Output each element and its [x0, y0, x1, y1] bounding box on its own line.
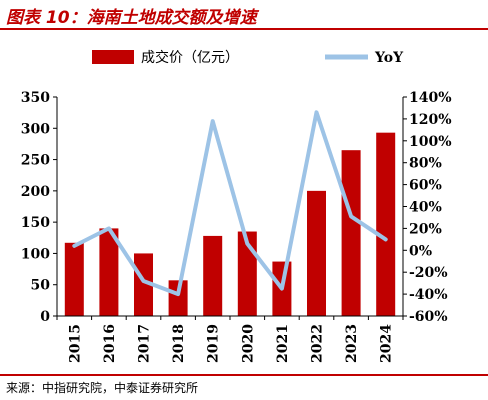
y-left-tick-label: 250 — [21, 153, 50, 169]
y-right-tick-label: 60% — [409, 178, 442, 194]
x-tick-label-2020: 2020 — [240, 324, 256, 363]
y-left-tick-label: 350 — [21, 90, 50, 106]
bar-2019 — [203, 235, 223, 316]
y-right-tick-label: 20% — [409, 221, 442, 237]
bar-2016 — [99, 228, 119, 316]
bar-2015 — [64, 242, 84, 316]
x-tick-label-2018: 2018 — [171, 324, 187, 363]
bar-2023 — [341, 150, 361, 316]
y-left-tick-label: 300 — [21, 121, 50, 137]
y-right-tick-label: 0% — [409, 243, 432, 259]
x-tick-label-2023: 2023 — [344, 324, 360, 363]
y-left-tick-label: 0 — [40, 309, 50, 325]
x-tick-label-2016: 2016 — [102, 324, 118, 363]
y-right-tick-label: -20% — [409, 265, 448, 281]
y-right-tick-label: 80% — [409, 156, 442, 172]
x-tick-label-2017: 2017 — [137, 324, 153, 363]
y-right-tick-label: 120% — [409, 112, 452, 128]
y-right-tick-label: -40% — [409, 287, 448, 303]
x-tick-label-2024: 2024 — [379, 324, 395, 363]
y-right-tick-label: 100% — [409, 134, 452, 150]
figure-title-bar: 图表 10：海南土地成交额及增速 — [0, 0, 488, 30]
bar-2018 — [168, 280, 188, 316]
x-tick-label-2015: 2015 — [67, 324, 83, 363]
y-right-tick-label: 140% — [409, 90, 452, 106]
chart: 成交价（亿元） YoY 0 50 100 150 200 250 300 350 -60% -40% -… — [21, 49, 452, 363]
legend-swatch-bars — [92, 50, 134, 64]
y-left-tick-label: 50 — [31, 278, 51, 294]
bar-2022 — [307, 190, 326, 316]
bar-2017 — [134, 253, 153, 316]
figure-title: 图表 10：海南土地成交额及增速 — [6, 8, 257, 28]
y-right-tick-label: 40% — [409, 200, 442, 216]
yoy-line — [72, 110, 388, 297]
y-left-tick-label: 150 — [21, 215, 50, 231]
title-rule — [0, 28, 488, 30]
bottom-rule — [0, 374, 488, 376]
y-right-tick-label: -60% — [409, 309, 448, 325]
source-note: 来源：中指研究院，中泰证券研究所 — [6, 381, 199, 395]
bar-2024 — [376, 132, 396, 316]
x-tick-label-2022: 2022 — [310, 324, 326, 363]
y-left-tick-label: 100 — [21, 246, 50, 262]
legend-label-line: YoY — [374, 50, 404, 66]
legend-label-bars: 成交价（亿元） — [141, 49, 239, 66]
x-tick-label-2021: 2021 — [275, 324, 291, 363]
y-left-tick-label: 200 — [21, 184, 50, 200]
x-tick-label-2019: 2019 — [206, 324, 222, 363]
